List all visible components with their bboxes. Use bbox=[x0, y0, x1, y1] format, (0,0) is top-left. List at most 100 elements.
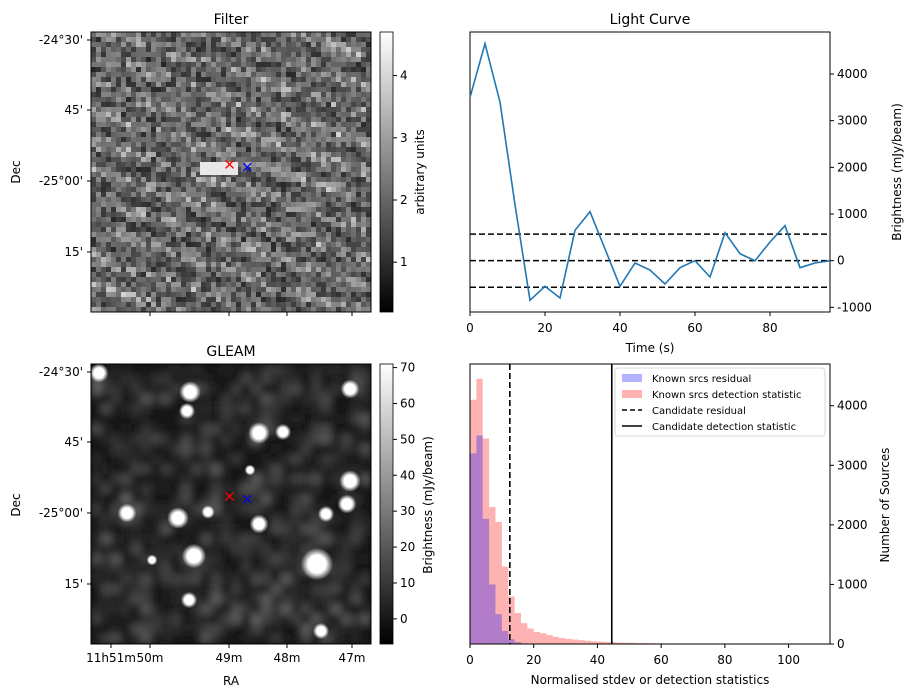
histogram-bar bbox=[482, 438, 490, 644]
dec-tick-label: 15' bbox=[64, 245, 83, 259]
histogram-bar bbox=[578, 640, 585, 644]
ra-tick-label: 49m bbox=[216, 651, 243, 665]
lightcurve-y-tick-label: -1000 bbox=[837, 300, 872, 314]
red-x-marker bbox=[225, 159, 234, 169]
dec-tick-label: -25°00' bbox=[39, 506, 83, 520]
histogram-bar bbox=[482, 518, 490, 644]
histogram-bar bbox=[565, 638, 572, 644]
histogram-bar bbox=[622, 642, 630, 644]
gleam-title: GLEAM bbox=[206, 344, 255, 360]
histogram-y-tick-label: 0 bbox=[837, 637, 845, 651]
lightcurve-xlabel: Time (s) bbox=[625, 341, 675, 355]
histogram-bar bbox=[508, 596, 515, 644]
histogram-y-tick-label: 1000 bbox=[837, 577, 868, 591]
filter-title: Filter bbox=[214, 12, 249, 28]
ra-tick-label: 11h51m bbox=[86, 651, 136, 665]
lightcurve-x-tick-label: 20 bbox=[537, 321, 552, 335]
histogram-y-ticks: 0 1000 2000 3000 4000 bbox=[830, 399, 868, 651]
histogram-x-tick-label: 40 bbox=[590, 653, 605, 667]
histogram-bar bbox=[476, 435, 483, 644]
histogram-bar bbox=[559, 638, 566, 644]
lightcurve-y-tick-label: 3000 bbox=[837, 114, 868, 128]
histogram-y-tick-label: 2000 bbox=[837, 518, 868, 532]
filter-markers bbox=[225, 159, 252, 172]
gleam-xlabel: RA bbox=[223, 674, 240, 688]
colorbar-tick-label: 10 bbox=[400, 576, 415, 590]
histogram-bar bbox=[591, 641, 598, 644]
filter-y-ticks: -24°30' 45' -25°00' 15' bbox=[39, 33, 91, 259]
dec-tick-label: 15' bbox=[64, 577, 83, 591]
colorbar-tick-label: 20 bbox=[400, 540, 415, 554]
histogram-bar bbox=[546, 635, 553, 644]
histogram-bar bbox=[533, 632, 541, 644]
ra-tick-label: 50m bbox=[137, 651, 164, 665]
histogram-bar bbox=[501, 630, 509, 644]
colorbar-tick-label: 2 bbox=[400, 193, 408, 207]
legend-swatch-detection bbox=[622, 390, 642, 398]
legend-swatch-residual bbox=[622, 374, 642, 382]
gleam-markers bbox=[225, 491, 252, 504]
lightcurve-x-ticks: 0 20 40 60 80 bbox=[466, 312, 778, 335]
histogram-x-tick-label: 60 bbox=[654, 653, 669, 667]
ra-tick-label: 48m bbox=[274, 651, 301, 665]
dec-tick-label: 45' bbox=[64, 435, 83, 449]
colorbar-tick-label: 50 bbox=[400, 432, 415, 446]
histogram-bar bbox=[584, 640, 592, 644]
lightcurve-ylabel: Brightness (mJy/beam) bbox=[890, 103, 904, 241]
histogram-bar bbox=[495, 614, 502, 644]
histogram-bar bbox=[501, 566, 509, 644]
histogram-bar bbox=[508, 639, 515, 644]
gleam-image bbox=[90, 363, 372, 645]
dec-tick-label: 45' bbox=[64, 103, 83, 117]
dec-tick-label: -25°00' bbox=[39, 174, 83, 188]
histogram-x-tick-label: 20 bbox=[526, 653, 541, 667]
filter-colorbar-label: arbitrary units bbox=[413, 129, 427, 215]
histogram-bar bbox=[571, 639, 579, 644]
histogram-bar bbox=[629, 642, 636, 644]
histogram-ylabel: Number of Sources bbox=[878, 448, 892, 563]
histogram-bar bbox=[514, 642, 521, 644]
lightcurve-y-tick-label: 0 bbox=[837, 254, 845, 268]
histogram-x-tick-label: 100 bbox=[777, 653, 800, 667]
histogram-bar bbox=[520, 623, 528, 644]
red-x-marker bbox=[225, 491, 234, 501]
histogram-bar bbox=[540, 633, 547, 644]
colorbar-tick-label: 0 bbox=[400, 612, 408, 626]
histogram-bar bbox=[489, 506, 496, 644]
gleam-colorbar-label: Brightness (mJy/beam) bbox=[421, 436, 435, 574]
lightcurve-x-tick-label: 0 bbox=[466, 321, 474, 335]
histogram-bar bbox=[495, 521, 502, 644]
colorbar-tick-label: 4 bbox=[400, 69, 408, 83]
gleam-y-ticks: -24°30' 45' -25°00' 15' bbox=[39, 365, 91, 591]
histogram-bar bbox=[603, 641, 611, 644]
lightcurve-x-tick-label: 40 bbox=[612, 321, 627, 335]
lightcurve-plot bbox=[469, 31, 831, 313]
lightcurve-line bbox=[469, 40, 831, 302]
blue-x-marker bbox=[242, 162, 252, 172]
lightcurve-y-tick-label: 1000 bbox=[837, 207, 868, 221]
histogram-bar bbox=[552, 636, 560, 644]
histogram-xlabel: Normalised stdev or detection statistics bbox=[531, 673, 770, 687]
blue-x-marker bbox=[242, 494, 252, 504]
filter-image bbox=[90, 31, 372, 313]
histogram-bar bbox=[616, 642, 623, 644]
legend-label-candidate-detection: Candidate detection statistic bbox=[652, 422, 796, 433]
histogram-bar bbox=[470, 399, 477, 644]
colorbar-tick-label: 1 bbox=[400, 255, 408, 269]
histogram-bar bbox=[527, 628, 534, 644]
histogram-bar bbox=[476, 378, 483, 644]
gleam-x-ticks: 11h51m 50m 49m 48m 47m bbox=[86, 312, 365, 665]
histogram-bar bbox=[470, 453, 477, 644]
lightcurve-y-tick-label: 2000 bbox=[837, 160, 868, 174]
colorbar-tick-label: 30 bbox=[400, 504, 415, 518]
lightcurve-y-tick-label: 4000 bbox=[837, 67, 868, 81]
legend-label-candidate-residual: Candidate residual bbox=[652, 406, 746, 417]
colorbar-tick-label: 3 bbox=[400, 131, 408, 145]
histogram-x-tick-label: 80 bbox=[717, 653, 732, 667]
lightcurve-title: Light Curve bbox=[610, 12, 691, 28]
histogram-y-tick-label: 4000 bbox=[837, 399, 868, 413]
legend-label-residual: Known srcs residual bbox=[652, 374, 751, 385]
histogram-x-tick-label: 0 bbox=[466, 653, 474, 667]
histogram-bar bbox=[597, 641, 604, 644]
ra-tick-label: 47m bbox=[339, 651, 366, 665]
